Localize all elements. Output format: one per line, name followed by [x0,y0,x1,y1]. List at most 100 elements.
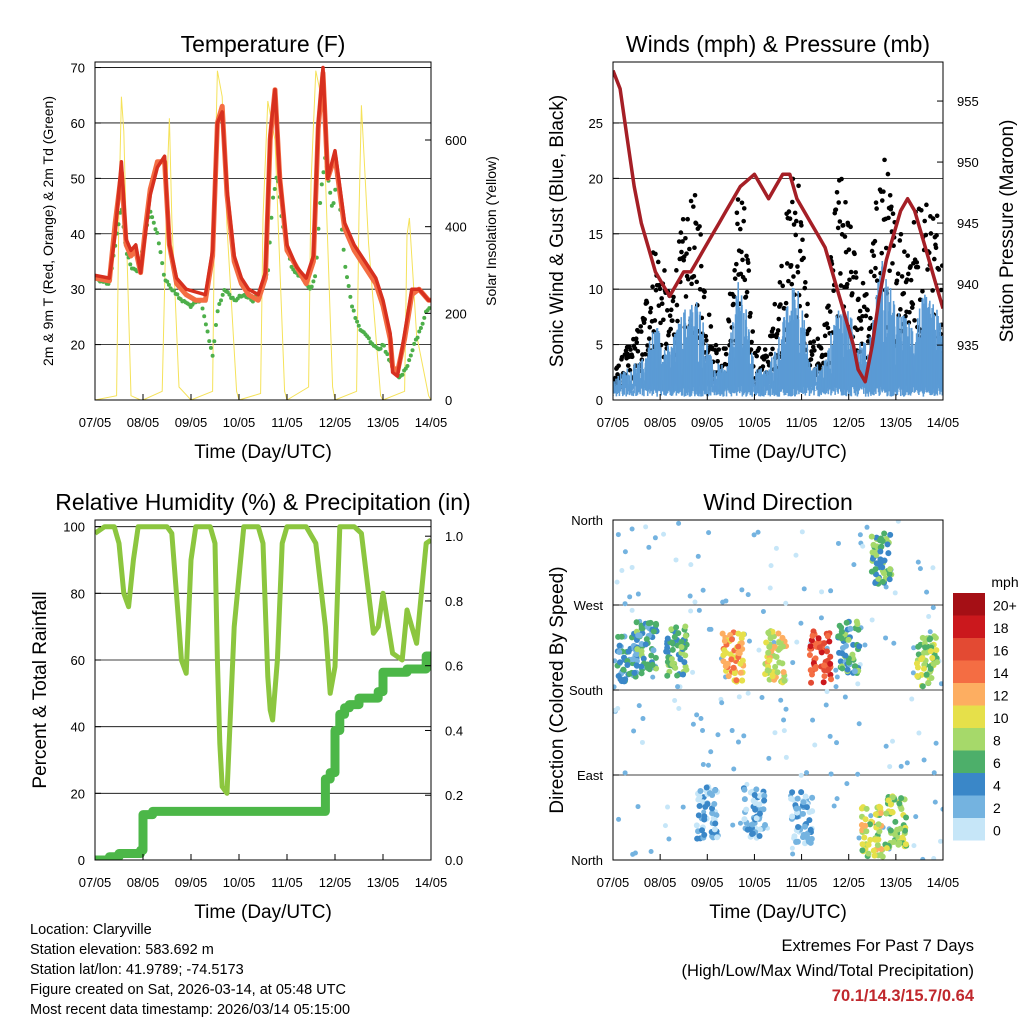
direction-point [868,568,875,575]
direction-point [772,663,779,670]
gust-point [817,363,823,368]
y2-axis-label: Solar Insolation (Yellow) [483,156,499,306]
gust-point [625,363,631,368]
direction-point [694,712,700,718]
y2-tick-label: 945 [957,216,979,231]
gust-point [849,291,855,296]
direction-point [793,805,800,812]
dewpoint-point [212,339,217,344]
direction-point [650,647,657,654]
direction-point [798,620,804,626]
direction-point [755,529,761,535]
gust-point [856,296,861,302]
gust-point [791,222,797,227]
direction-point [790,660,796,666]
gust-point [834,190,840,195]
gust-point [741,218,746,224]
direction-point [911,645,917,651]
gust-point [811,339,817,344]
gust-point [750,329,756,334]
y2-tick-label: 400 [445,220,467,235]
dewpoint-point [410,348,415,353]
dewpoint-point [219,298,223,303]
dewpoint-point [408,353,413,358]
gust-point [760,364,766,369]
dewpoint-point [348,294,353,299]
dewpoint-point [333,187,338,192]
gust-point [670,298,676,304]
direction-point [719,630,726,637]
gust-point [616,363,621,369]
gust-point [645,343,650,348]
gust-point [743,294,749,300]
dewpoint-point [415,335,420,340]
direction-point [720,599,726,605]
direction-point [920,665,927,672]
direction-point [640,716,646,722]
dewpoint-point [161,272,166,277]
location-text: Location: Claryville [30,922,152,938]
direction-point [763,639,770,646]
gust-point [779,263,784,269]
direction-point [753,786,760,793]
direction-point [834,674,840,680]
gust-point [843,199,848,205]
gust-point [842,234,848,239]
direction-point [885,550,892,557]
direction-point [622,770,628,776]
colorbar-label: 12 [993,687,1009,703]
gust-point [920,288,925,294]
gust-point [924,202,929,208]
direction-point [806,809,813,816]
colorbar-swatch [953,705,985,728]
y2-tick-label: 0.8 [445,594,463,609]
gust-point [914,260,920,265]
y2-tick-label: 0.4 [445,723,463,738]
gust-point [873,265,878,271]
direction-point [642,641,649,648]
gust-point [934,213,940,219]
gust-point [638,324,644,329]
direction-point [917,566,923,572]
direction-point [719,700,725,706]
direction-point [644,664,651,671]
x-tick-label: 11/05 [786,415,818,430]
gust-point [925,267,930,272]
gust-point [748,310,753,316]
y2-tick-label: 1.0 [445,529,463,544]
gust-point [934,233,939,238]
y2-tick-label: 0 [445,393,452,408]
gust-point [890,261,895,266]
direction-point [921,649,928,656]
dewpoint-point [422,315,427,320]
direction-point [771,643,778,650]
direction-point [872,811,879,818]
colorbar-swatch [953,818,985,841]
gust-point [859,326,864,331]
dewpoint-point [381,343,386,348]
gust-point [778,302,783,307]
gust-point [793,218,799,224]
gust-point [685,276,691,282]
direction-point [708,626,714,632]
gust-point [681,257,687,263]
x-tick-label: 07/05 [597,875,630,890]
direction-point [925,679,932,686]
gust-point [796,183,801,189]
gust-point [648,309,653,315]
gust-point [835,225,841,231]
direction-point [913,660,920,667]
colorbar-swatch [953,638,985,661]
direction-point [898,795,905,802]
direction-point [781,677,788,684]
gust-point [658,320,663,326]
gust-point [723,351,729,357]
direction-point [779,643,786,650]
direction-point [690,669,696,675]
gust-point [740,257,745,263]
direction-point [768,563,774,569]
direction-point [672,697,678,703]
colorbar-label: 14 [993,665,1009,681]
direction-point [676,705,682,711]
direction-point [756,810,763,817]
